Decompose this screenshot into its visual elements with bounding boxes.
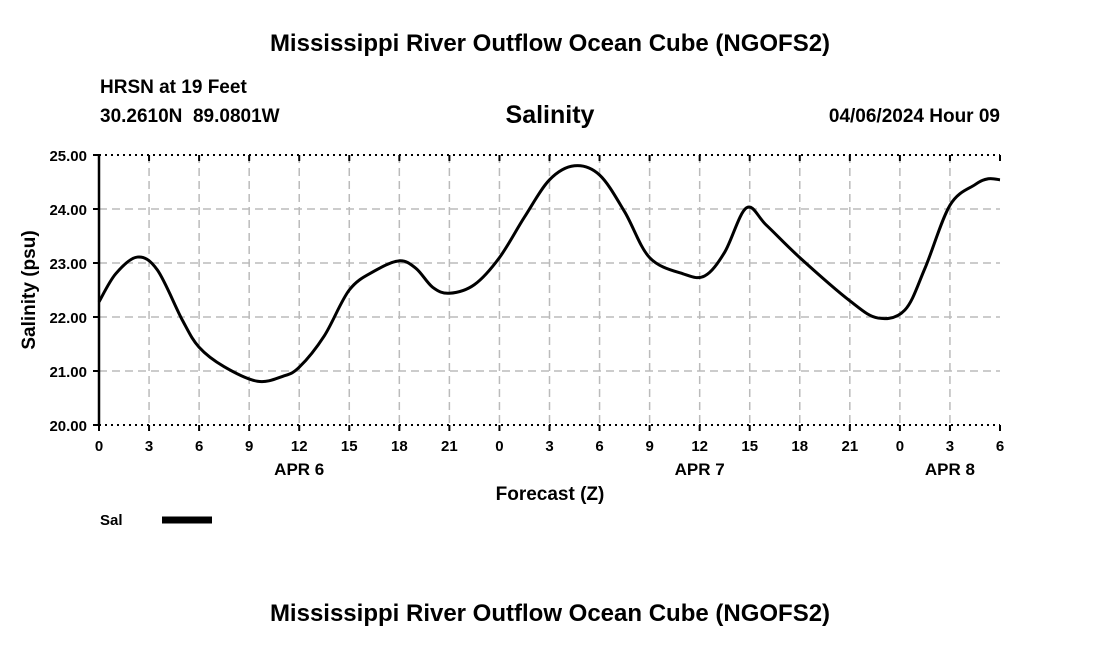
x-tick-label: 6 bbox=[996, 438, 1004, 455]
forecast-datetime: 04/06/2024 Hour 09 bbox=[828, 106, 1000, 127]
x-tick-label: 15 bbox=[741, 438, 758, 455]
date-label: APR 7 bbox=[675, 460, 725, 479]
y-tick-label: 20.00 bbox=[49, 418, 87, 435]
x-tick-label: 21 bbox=[441, 438, 458, 455]
x-tick-label: 0 bbox=[95, 438, 103, 455]
x-tick-label: 9 bbox=[645, 438, 653, 455]
y-tick-label: 24.00 bbox=[49, 202, 87, 219]
date-label: APR 8 bbox=[925, 460, 975, 479]
y-tick-label: 22.00 bbox=[49, 310, 87, 327]
x-tick-label: 3 bbox=[946, 438, 954, 455]
page-title: Mississippi River Outflow Ocean Cube (NG… bbox=[269, 30, 831, 57]
y-axis-label: Salinity (psu) bbox=[19, 230, 40, 349]
x-tick-label: 9 bbox=[245, 438, 253, 455]
chart-title: Salinity bbox=[505, 101, 595, 129]
y-tick-label: 25.00 bbox=[49, 148, 87, 165]
station-coords: 30.2610N 89.0801W bbox=[100, 106, 280, 127]
y-tick-label: 23.00 bbox=[49, 256, 87, 273]
x-tick-label: 15 bbox=[341, 438, 358, 455]
x-tick-label: 18 bbox=[391, 438, 408, 455]
date-label: APR 6 bbox=[274, 460, 324, 479]
x-tick-label: 18 bbox=[791, 438, 808, 455]
legend-label: Sal bbox=[100, 512, 123, 529]
x-tick-label: 6 bbox=[195, 438, 203, 455]
x-tick-label: 0 bbox=[896, 438, 904, 455]
x-tick-label: 6 bbox=[595, 438, 603, 455]
x-tick-label: 12 bbox=[691, 438, 708, 455]
bottom-title: Mississippi River Outflow Ocean Cube (NG… bbox=[269, 600, 831, 627]
x-tick-label: 3 bbox=[145, 438, 153, 455]
x-tick-label: 21 bbox=[841, 438, 858, 455]
x-tick-label: 12 bbox=[291, 438, 308, 455]
y-tick-label: 21.00 bbox=[49, 364, 87, 381]
x-axis-label: Forecast (Z) bbox=[496, 484, 605, 505]
x-tick-label: 3 bbox=[545, 438, 553, 455]
x-tick-label: 0 bbox=[495, 438, 503, 455]
station-name: HRSN at 19 Feet bbox=[100, 77, 247, 98]
series-line-sal bbox=[97, 164, 1001, 384]
